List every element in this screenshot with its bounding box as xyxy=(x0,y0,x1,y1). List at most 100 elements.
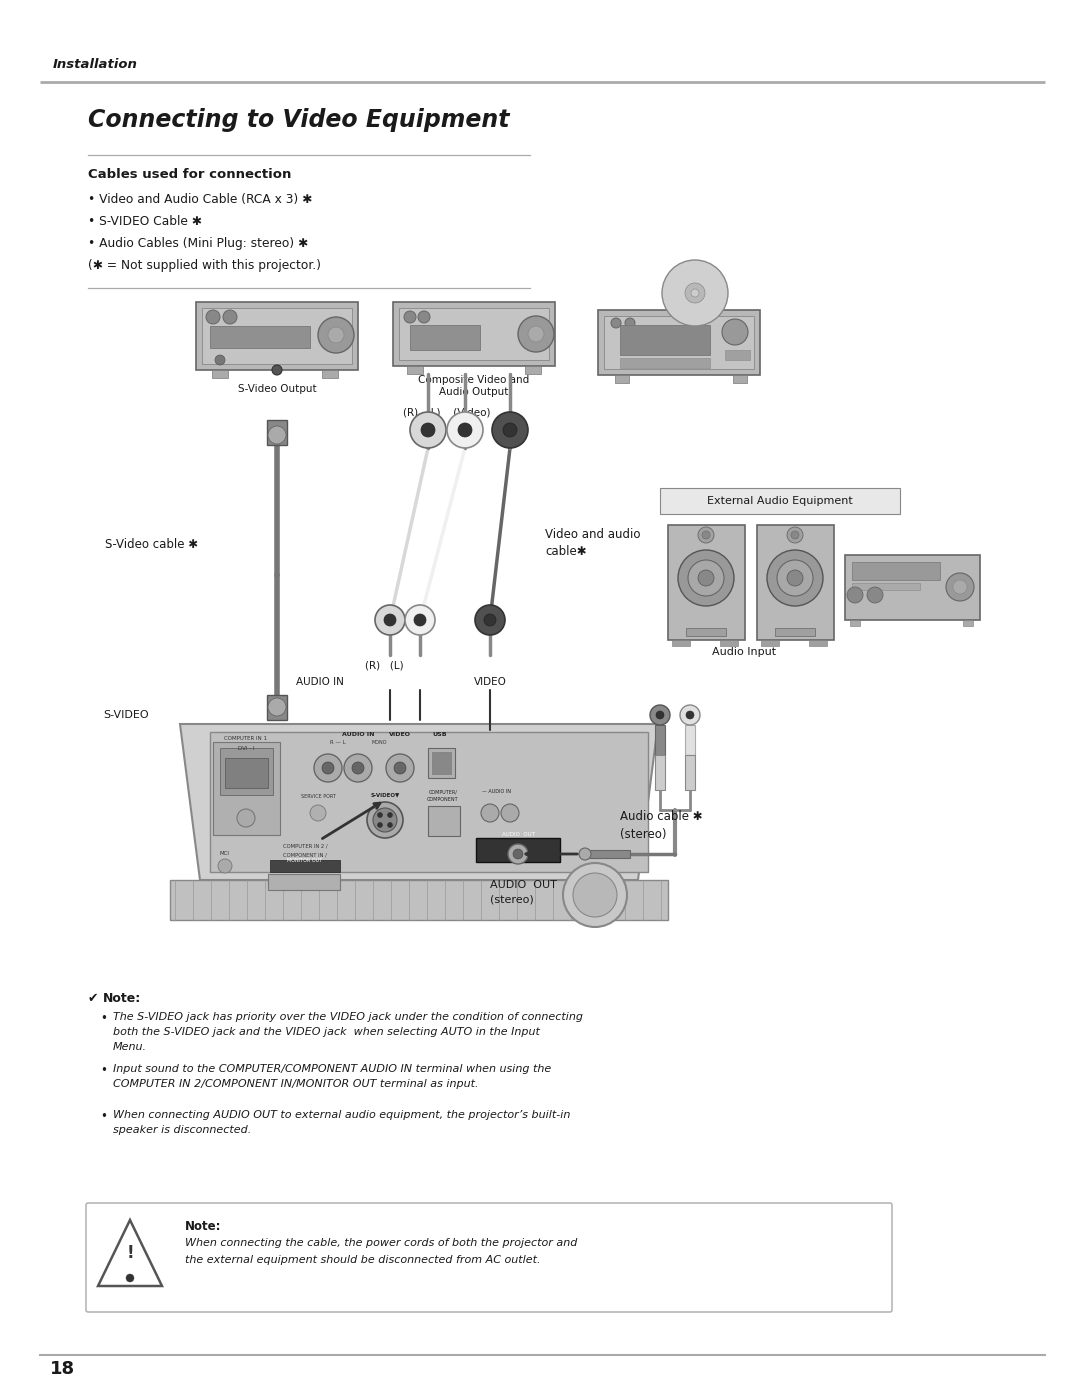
Circle shape xyxy=(503,423,517,437)
Text: Video and audio: Video and audio xyxy=(545,528,640,541)
Circle shape xyxy=(388,823,392,827)
Circle shape xyxy=(685,284,705,303)
Circle shape xyxy=(215,355,225,365)
Circle shape xyxy=(378,823,382,827)
Circle shape xyxy=(847,587,863,604)
Bar xyxy=(225,759,268,788)
Bar xyxy=(410,326,480,351)
Text: USB: USB xyxy=(433,732,447,738)
Text: COMPONENT IN /: COMPONENT IN / xyxy=(283,852,327,856)
Text: MCI: MCI xyxy=(220,851,230,856)
Bar xyxy=(212,370,228,379)
Circle shape xyxy=(573,873,617,916)
Circle shape xyxy=(662,260,728,326)
Circle shape xyxy=(404,312,416,323)
Circle shape xyxy=(447,412,483,448)
Circle shape xyxy=(791,531,799,539)
Circle shape xyxy=(373,807,397,833)
Text: AUDIO  OUT: AUDIO OUT xyxy=(490,880,557,890)
Bar xyxy=(210,732,648,872)
Text: R — L: R — L xyxy=(330,740,346,745)
Circle shape xyxy=(345,754,372,782)
Text: S-Video cable ✱: S-Video cable ✱ xyxy=(105,538,198,550)
Text: COMPUTER IN 1: COMPUTER IN 1 xyxy=(225,736,268,740)
Text: S-VIDEO: S-VIDEO xyxy=(103,710,149,719)
Text: • S-VIDEO Cable ✱: • S-VIDEO Cable ✱ xyxy=(87,215,202,228)
Bar xyxy=(598,310,760,374)
Bar xyxy=(850,620,860,626)
Circle shape xyxy=(386,754,414,782)
Bar xyxy=(322,370,338,379)
Text: ✔: ✔ xyxy=(87,992,98,1004)
Circle shape xyxy=(481,805,499,821)
Circle shape xyxy=(218,859,232,873)
Circle shape xyxy=(268,698,286,717)
Text: •: • xyxy=(100,1111,107,1123)
Text: Note:: Note: xyxy=(185,1220,221,1234)
Text: SERVICE PORT: SERVICE PORT xyxy=(300,793,336,799)
Circle shape xyxy=(378,813,382,817)
Circle shape xyxy=(410,412,446,448)
Bar xyxy=(220,747,273,795)
Text: Installation: Installation xyxy=(53,59,138,71)
Text: VIDEO: VIDEO xyxy=(389,732,411,738)
Bar xyxy=(733,374,747,383)
Circle shape xyxy=(698,570,714,585)
Circle shape xyxy=(501,805,519,821)
Circle shape xyxy=(268,426,286,444)
Bar xyxy=(852,562,940,580)
Text: AUDIO  OUT: AUDIO OUT xyxy=(501,833,535,837)
Circle shape xyxy=(625,319,635,328)
Text: 18: 18 xyxy=(50,1361,76,1377)
Circle shape xyxy=(611,319,621,328)
Circle shape xyxy=(650,705,670,725)
Circle shape xyxy=(421,423,435,437)
Circle shape xyxy=(867,587,883,604)
Circle shape xyxy=(508,844,528,863)
Bar xyxy=(620,326,710,355)
Circle shape xyxy=(484,615,496,626)
Text: !: ! xyxy=(126,1243,134,1261)
Text: • Video and Audio Cable (RCA x 3) ✱: • Video and Audio Cable (RCA x 3) ✱ xyxy=(87,193,312,205)
Text: The S-VIDEO jack has priority over the VIDEO jack under the condition of connect: The S-VIDEO jack has priority over the V… xyxy=(113,1011,583,1023)
Text: S-Video Output: S-Video Output xyxy=(238,384,316,394)
Bar xyxy=(588,849,630,858)
Bar xyxy=(669,525,745,640)
Text: MONO: MONO xyxy=(372,740,388,745)
Circle shape xyxy=(314,754,342,782)
Circle shape xyxy=(237,809,255,827)
Text: •: • xyxy=(100,1011,107,1025)
Circle shape xyxy=(688,560,724,597)
Circle shape xyxy=(272,365,282,374)
Circle shape xyxy=(394,761,406,774)
Circle shape xyxy=(352,761,364,774)
Text: Connecting to Video Equipment: Connecting to Video Equipment xyxy=(87,108,510,131)
Bar xyxy=(432,752,451,774)
Circle shape xyxy=(702,531,710,539)
Text: COMPUTER/: COMPUTER/ xyxy=(429,789,458,793)
Bar xyxy=(654,754,665,789)
Text: speaker is disconnected.: speaker is disconnected. xyxy=(113,1125,252,1134)
Bar xyxy=(775,629,815,636)
Text: (stereo): (stereo) xyxy=(620,828,666,841)
Circle shape xyxy=(767,550,823,606)
Bar xyxy=(654,725,665,754)
Circle shape xyxy=(777,560,813,597)
Text: MONITOR OUT: MONITOR OUT xyxy=(287,858,323,863)
Bar xyxy=(604,316,754,369)
Circle shape xyxy=(528,326,544,342)
Text: both the S-VIDEO jack and the VIDEO jack  when selecting AUTO in the Input: both the S-VIDEO jack and the VIDEO jack… xyxy=(113,1027,540,1037)
Circle shape xyxy=(518,316,554,352)
Circle shape xyxy=(126,1274,134,1282)
Circle shape xyxy=(579,848,591,861)
Text: DVI - I: DVI - I xyxy=(238,746,254,752)
Circle shape xyxy=(563,863,627,928)
Circle shape xyxy=(367,802,403,838)
FancyBboxPatch shape xyxy=(86,1203,892,1312)
Bar xyxy=(725,351,750,360)
Circle shape xyxy=(678,550,734,606)
Bar xyxy=(852,583,920,590)
Text: S-VIDEO▼: S-VIDEO▼ xyxy=(370,792,400,798)
Text: COMPUTER IN 2 /: COMPUTER IN 2 / xyxy=(283,844,327,849)
Text: Audio Input: Audio Input xyxy=(712,647,777,657)
